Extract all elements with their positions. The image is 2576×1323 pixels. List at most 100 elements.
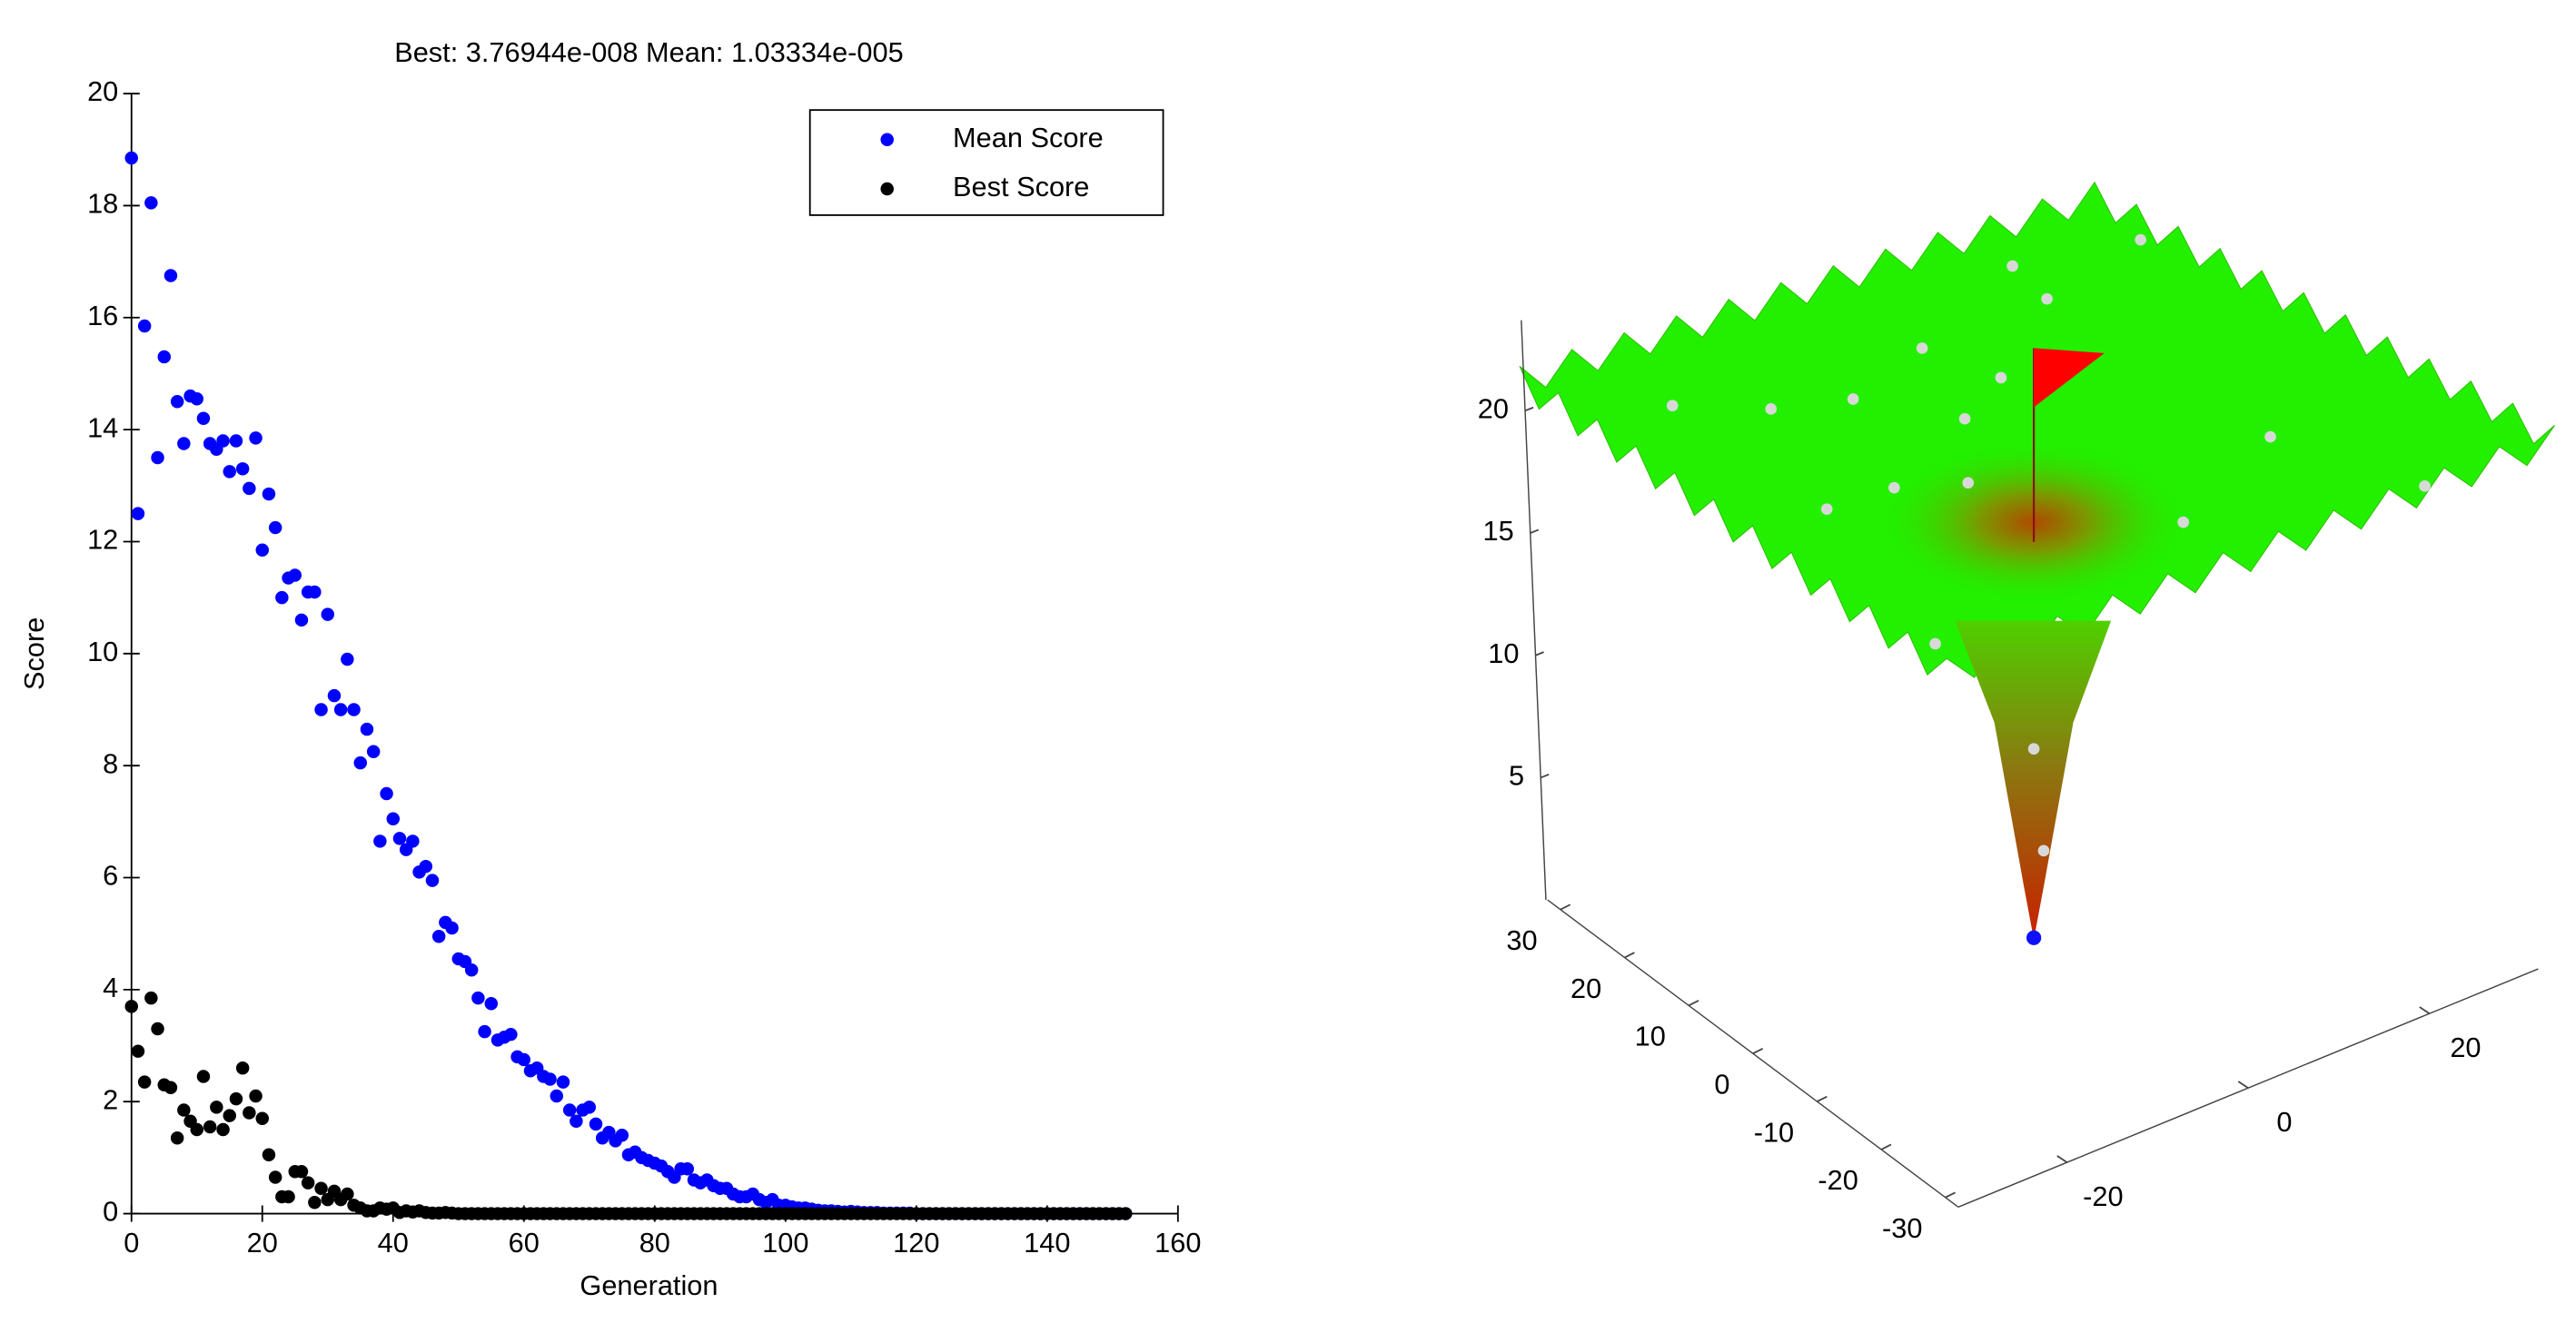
y-tick-label: -30: [1882, 1212, 1922, 1244]
data-point: [282, 1190, 295, 1204]
population-point: [1962, 477, 1975, 489]
data-point: [196, 1070, 211, 1083]
data-point: [353, 755, 368, 770]
data-point: [294, 1165, 309, 1179]
y-tick-label: 18: [87, 188, 118, 220]
population-point: [2006, 260, 2018, 272]
z-tick-label: 5: [1509, 760, 1524, 792]
data-point: [203, 1120, 217, 1134]
surface-funnel: [1955, 620, 2112, 940]
chart-title: Best: 3.76944e-008 Mean: 1.03334e-005: [394, 36, 903, 68]
data-point: [419, 859, 433, 874]
x-tick-label: 120: [893, 1227, 939, 1259]
population-point: [1958, 412, 1971, 425]
x-axis-label: Generation: [580, 1269, 718, 1301]
data-point: [556, 1075, 570, 1089]
score-plot: Best: 3.76944e-008 Mean: 1.03334e-005 Ge…: [18, 36, 1201, 1301]
data-point: [190, 391, 203, 406]
data-point: [131, 507, 145, 520]
best-point: [2026, 930, 2042, 945]
data-point: [288, 568, 302, 582]
population-point: [1820, 503, 1833, 515]
data-point: [124, 151, 138, 165]
legend-box: [808, 109, 1164, 216]
data-point: [275, 590, 289, 605]
z-tick: [1530, 528, 1540, 534]
data-point: [177, 1103, 191, 1117]
legend-label: Mean Score: [953, 122, 1104, 153]
data-point: [243, 1106, 256, 1120]
population-point: [2264, 430, 2276, 443]
z-axis: [1521, 320, 1547, 901]
y-tick-label: -20: [1818, 1164, 1858, 1196]
population-point: [1765, 403, 1778, 415]
data-point: [210, 1101, 223, 1114]
data-point: [366, 745, 381, 758]
data-point: [504, 1027, 518, 1042]
population-point: [2419, 480, 2431, 492]
legend-label: Best Score: [953, 171, 1089, 202]
x-tick-label: 0: [2276, 1106, 2292, 1138]
data-point: [255, 543, 269, 557]
data-point: [151, 1022, 164, 1036]
population-point: [2177, 516, 2190, 528]
data-point: [137, 1075, 152, 1089]
y-tick-label: 10: [87, 636, 118, 667]
x-tick: [2237, 1081, 2249, 1089]
y-tick-label: 20: [87, 75, 118, 107]
x-tick-label: 80: [639, 1227, 670, 1259]
data-point: [249, 431, 263, 445]
data-point: [163, 269, 178, 282]
data-point: [170, 395, 184, 409]
data-point: [163, 1081, 178, 1095]
y-axis-label: Score: [18, 617, 50, 690]
data-point: [308, 1195, 322, 1209]
data-point: [431, 930, 446, 943]
y-tick-label: 2: [103, 1083, 118, 1115]
data-point: [680, 1161, 695, 1176]
data-point: [464, 963, 479, 977]
data-point: [562, 1103, 577, 1117]
data-point: [308, 585, 322, 599]
x-tick: [2056, 1155, 2068, 1163]
data-point: [144, 196, 158, 210]
population-point: [1888, 481, 1900, 494]
surface-plot: 5 10 15 20 -30 -20 -10 0 10 20 30 -20 0 20: [1478, 181, 2555, 1244]
population-points: [1666, 233, 2431, 857]
population-point: [1929, 637, 1941, 650]
z-tick-label: 15: [1483, 515, 1514, 547]
y-tick-label: 12: [87, 524, 118, 556]
data-point: [360, 722, 374, 736]
data-point: [589, 1117, 603, 1131]
data-point: [131, 1044, 145, 1058]
x-tick-label: 20: [2450, 1032, 2481, 1063]
data-point: [137, 319, 152, 333]
data-point: [615, 1128, 629, 1142]
x-tick-label: 60: [509, 1227, 540, 1259]
data-point: [321, 607, 335, 621]
data-point: [543, 1072, 557, 1086]
data-point: [301, 1176, 315, 1190]
data-point: [229, 1091, 243, 1106]
data-point: [341, 1187, 354, 1201]
y-tick-label: 4: [103, 972, 118, 1003]
data-point: [327, 688, 342, 703]
y-tick-label: 16: [87, 300, 118, 331]
data-point: [445, 921, 459, 935]
data-point: [406, 834, 420, 848]
y-tick-label: 30: [1506, 924, 1537, 956]
z-tick: [1540, 773, 1550, 779]
data-point: [1118, 1207, 1133, 1220]
y-tick-label: 0: [1714, 1069, 1729, 1101]
data-point: [268, 1170, 282, 1184]
x-tick-label: 20: [247, 1227, 278, 1259]
data-point: [373, 834, 387, 848]
data-point: [235, 462, 250, 476]
population-point: [2027, 743, 2040, 755]
data-point: [314, 703, 328, 716]
data-point: [249, 1089, 263, 1103]
x-tick-label: 160: [1154, 1227, 1201, 1259]
y-tick-label: 6: [103, 860, 118, 892]
population-point: [1666, 400, 1679, 412]
x-tick-label: 40: [378, 1227, 409, 1259]
